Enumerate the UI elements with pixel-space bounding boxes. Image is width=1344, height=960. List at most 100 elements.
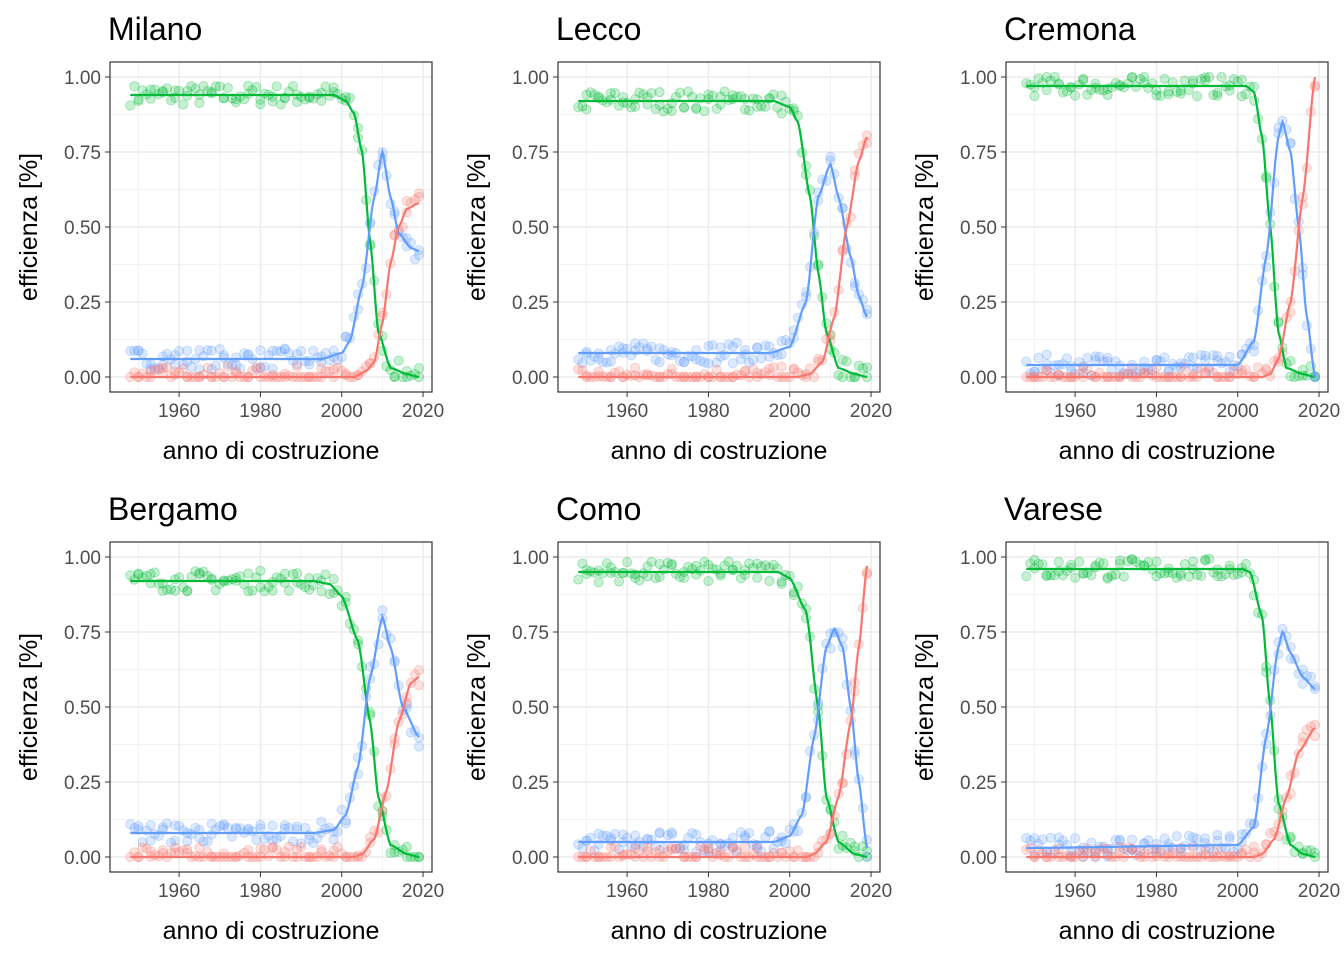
blue-point	[186, 361, 197, 373]
y-tick-label: 0.50	[512, 218, 549, 239]
blue-point	[1212, 830, 1223, 841]
green-point	[186, 81, 197, 92]
green-point	[650, 103, 661, 115]
red-point	[316, 362, 327, 374]
green-point	[776, 90, 787, 101]
x-tick-label: 2020	[402, 881, 444, 902]
green-fit-line	[1026, 84, 1316, 379]
green-point	[581, 89, 592, 100]
green-point	[1094, 557, 1105, 568]
green-point	[328, 573, 339, 585]
red-point	[413, 680, 425, 691]
green-point	[218, 93, 229, 104]
blue-point	[1070, 833, 1081, 844]
points-layer	[1021, 553, 1321, 863]
green-point	[149, 567, 160, 578]
green-point	[699, 556, 710, 568]
green-point	[731, 560, 742, 571]
blue-point	[581, 346, 592, 357]
green-point	[320, 81, 331, 92]
x-axis-title: anno di costruzione	[1059, 917, 1276, 945]
green-point	[638, 89, 649, 100]
blue-point	[255, 362, 266, 373]
green-point	[1191, 569, 1203, 581]
blue-point	[295, 838, 307, 849]
blue-point	[678, 357, 690, 368]
blue-point	[1187, 352, 1199, 363]
blue-point	[133, 345, 144, 357]
blue-point	[287, 836, 299, 847]
green-point	[243, 80, 254, 91]
blue-point	[1200, 833, 1211, 844]
red-point	[711, 364, 722, 375]
green-point	[1289, 371, 1300, 383]
red-point	[1301, 724, 1312, 735]
blue-point	[764, 826, 775, 837]
green-point	[1305, 845, 1317, 856]
x-tick-label: 1960	[606, 401, 648, 422]
green-point	[1126, 554, 1138, 565]
green-point	[768, 559, 779, 570]
green-point	[760, 560, 771, 571]
green-point	[1196, 570, 1207, 582]
blue-point	[169, 835, 181, 846]
x-tick-label: 1980	[687, 881, 729, 902]
blue-point	[1200, 350, 1211, 361]
y-tick-label: 0.50	[960, 218, 997, 239]
blue-point	[1212, 351, 1223, 362]
blue-point	[153, 364, 164, 375]
green-point	[1163, 89, 1174, 100]
x-tick-label: 1960	[158, 401, 200, 422]
green-point	[1228, 569, 1239, 581]
y-tick-label: 0.50	[512, 698, 549, 719]
blue-point	[279, 343, 290, 354]
red-point	[715, 845, 726, 856]
green-point	[760, 101, 771, 112]
blue-point	[597, 357, 608, 368]
y-tick-label: 0.75	[512, 143, 549, 164]
green-point	[230, 97, 242, 108]
x-tick-label: 2020	[1298, 401, 1340, 422]
blue-point	[259, 834, 270, 845]
y-tick-label: 1.00	[512, 68, 549, 89]
blue-point	[711, 357, 722, 368]
green-point	[125, 100, 136, 111]
blue-point	[589, 845, 600, 856]
x-axis-title: anno di costruzione	[611, 437, 828, 465]
green-point	[129, 81, 140, 92]
green-point	[1187, 556, 1199, 567]
green-point	[243, 568, 254, 579]
green-point	[251, 81, 262, 93]
x-tick-label: 1960	[158, 881, 200, 902]
blue-point	[825, 151, 836, 162]
blue-point	[674, 842, 686, 854]
y-tick-label: 0.25	[960, 773, 997, 794]
green-point	[691, 103, 702, 115]
red-point	[703, 842, 714, 854]
green-point	[853, 360, 864, 371]
green-point	[577, 558, 588, 569]
green-point	[1029, 90, 1040, 102]
blue-point	[169, 820, 181, 831]
green-point	[1236, 74, 1247, 85]
red-point	[1179, 362, 1190, 373]
green-point	[198, 81, 209, 92]
blue-point	[312, 833, 323, 844]
blue-point	[210, 360, 221, 371]
green-point	[691, 560, 702, 572]
green-point	[332, 585, 343, 596]
red-point	[194, 842, 205, 853]
red-point	[178, 363, 189, 374]
red-point	[739, 842, 751, 853]
green-point	[1155, 90, 1166, 102]
green-point	[1204, 553, 1215, 564]
red-point	[332, 841, 343, 853]
blue-point	[137, 348, 148, 359]
blue-point	[800, 287, 812, 298]
blue-point	[1183, 830, 1195, 841]
panel-title: Cremona	[1004, 11, 1136, 47]
green-point	[283, 585, 294, 596]
green-point	[182, 586, 193, 597]
red-point	[169, 842, 181, 853]
